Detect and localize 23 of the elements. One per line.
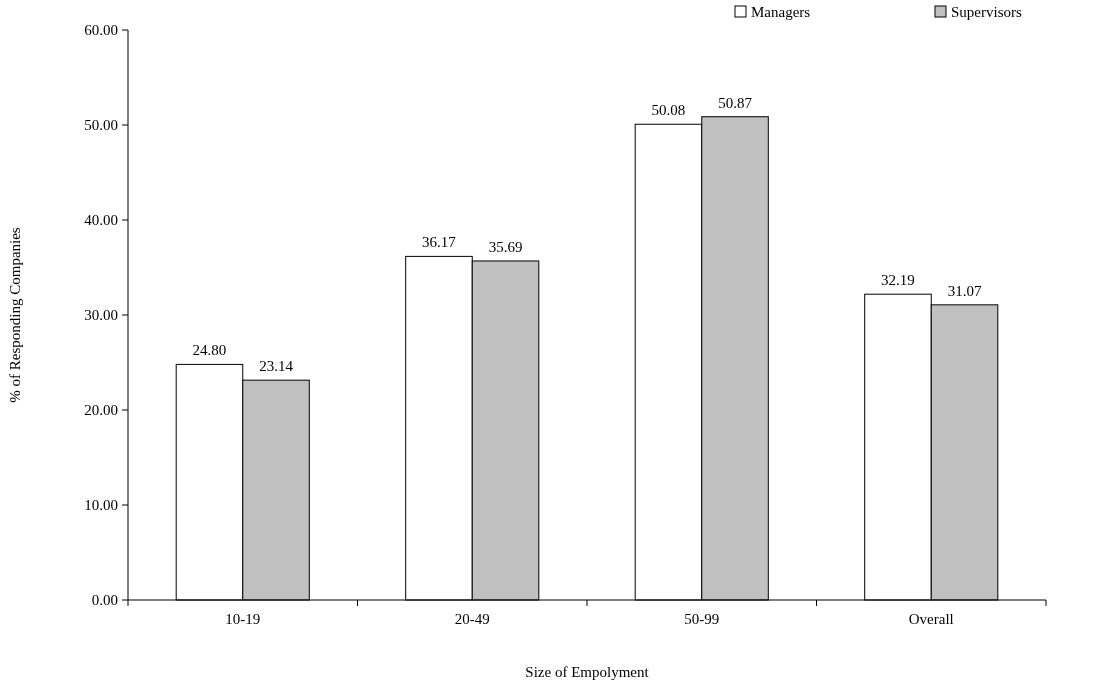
y-tick-label: 30.00 bbox=[84, 307, 118, 324]
x-tick-label: 10-19 bbox=[225, 611, 261, 627]
data-label: 50.87 bbox=[718, 94, 753, 111]
data-label: 32.19 bbox=[881, 272, 915, 289]
legend-label: Supervisors bbox=[951, 4, 1022, 21]
x-tick-label: Overall bbox=[908, 611, 954, 627]
y-axis-title: % of Responding Companies bbox=[7, 227, 23, 403]
y-tick-label: 60.00 bbox=[84, 22, 118, 39]
data-label: 35.69 bbox=[488, 238, 523, 255]
x-tick-label: 50-99 bbox=[684, 611, 720, 627]
x-axis-title: Size of Empolyment bbox=[525, 664, 650, 680]
y-tick-label: 40.00 bbox=[84, 212, 118, 229]
data-label: 24.80 bbox=[192, 342, 227, 359]
y-tick-label: 50.00 bbox=[84, 117, 118, 134]
y-tick-label: 20.00 bbox=[84, 402, 118, 419]
y-tick-label: 10.00 bbox=[84, 497, 118, 514]
x-tick-label: 20-49 bbox=[454, 611, 490, 627]
data-label: 31.07 bbox=[947, 282, 982, 299]
data-label: 23.14 bbox=[259, 358, 294, 375]
data-label: 50.08 bbox=[651, 102, 686, 119]
y-tick-label: 0.00 bbox=[91, 592, 118, 609]
data-label: 36.17 bbox=[422, 234, 457, 251]
legend-label: Managers bbox=[751, 4, 811, 21]
